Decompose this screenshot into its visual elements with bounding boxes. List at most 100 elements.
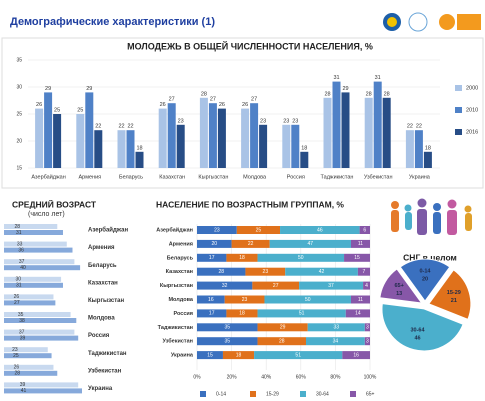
data-label: 22 (127, 124, 133, 130)
chart-title: СРЕДНИЙ ВОЗРАСТ (12, 198, 97, 209)
chart-frame (1, 37, 484, 189)
data-label: 35 (18, 312, 24, 318)
legend-swatch (300, 391, 306, 397)
data-label: 18 (239, 255, 245, 261)
data-label: 26 (219, 102, 225, 108)
category-label: Казахстан (166, 269, 193, 275)
bar (373, 81, 382, 168)
x-tick-label: 60% (296, 374, 307, 380)
data-label: 23 (12, 347, 18, 353)
bar (176, 124, 185, 168)
category-label: Казахстан (88, 280, 118, 286)
bar (217, 108, 226, 168)
bar-segment (257, 253, 345, 262)
legend-label: 2000 (466, 85, 478, 91)
bar (250, 103, 259, 168)
bar-segment (280, 226, 360, 234)
y-tick-label: 30 (16, 84, 22, 90)
bar (4, 241, 67, 247)
data-label: 33 (333, 325, 339, 331)
bar-segment (226, 253, 258, 262)
data-label: 39 (20, 335, 26, 341)
legend-swatch (250, 391, 256, 397)
bar (85, 92, 94, 168)
data-label: 26 (36, 102, 42, 108)
data-label: 47 (308, 241, 314, 247)
data-label: 30 (15, 277, 21, 283)
x-tick-label: Украина (409, 174, 431, 180)
bar (4, 388, 82, 394)
bar-segment (197, 267, 246, 276)
bar (76, 114, 85, 168)
data-label: 27 (14, 300, 20, 306)
category-label: Узбекистан (163, 338, 193, 345)
bar-segment (364, 337, 370, 346)
bar (4, 364, 54, 370)
chart-title: СНГ в целом (403, 252, 457, 262)
bar (241, 108, 250, 168)
data-label: 22 (416, 124, 422, 130)
bar-segment (252, 281, 300, 290)
data-label: 28 (15, 224, 21, 230)
data-label: 26 (160, 102, 166, 108)
slice-category: 0-14 (419, 268, 431, 274)
data-label: 17 (209, 255, 215, 261)
data-label: 51 (295, 352, 301, 358)
data-label: 33 (17, 241, 23, 247)
category-label: Украина (171, 353, 194, 359)
data-label: 23 (260, 118, 266, 124)
data-label: 36 (18, 247, 24, 253)
data-label: 26 (14, 365, 20, 371)
category-label: Армения (88, 245, 115, 251)
bar (4, 230, 63, 235)
pie-slice (428, 269, 472, 320)
legend-swatch (455, 85, 462, 91)
bar-segment (364, 323, 370, 332)
data-label: 37 (328, 283, 334, 289)
x-tick-label: Таджикистан (321, 174, 354, 180)
bar-segment (197, 337, 258, 346)
bar (4, 224, 58, 229)
slice-category: 65+ (394, 283, 403, 289)
data-label: 28 (201, 91, 207, 97)
bar (341, 92, 350, 168)
data-label: 23 (283, 118, 289, 124)
data-label: 15 (354, 255, 360, 261)
bar (4, 353, 52, 359)
bar (423, 151, 432, 168)
y-tick-label: 35 (16, 57, 22, 63)
bar-segment (197, 239, 232, 248)
legend-label: 15-29 (266, 391, 279, 397)
bar-segment (264, 295, 351, 304)
bar (4, 347, 48, 353)
bar (126, 130, 135, 168)
bar (4, 329, 75, 335)
bar (382, 97, 391, 168)
bar (4, 382, 79, 388)
bar (53, 114, 62, 168)
category-label: Беларусь (167, 255, 194, 261)
data-label: 40 (20, 265, 26, 271)
x-tick-label: 80% (330, 374, 341, 380)
category-label: Россия (88, 333, 110, 339)
data-label: 31 (375, 75, 381, 81)
bar (208, 103, 217, 168)
pie-slice (381, 303, 464, 352)
data-label: 18 (301, 145, 307, 151)
data-label: 38 (19, 318, 25, 324)
data-label: 25 (256, 227, 262, 233)
pie-slice (399, 258, 451, 302)
data-label: 14 (355, 311, 361, 317)
slice-category: 15-29 (447, 290, 461, 296)
data-label: 28 (15, 371, 21, 377)
data-label: 25 (77, 107, 83, 113)
category-label: Азербайджан (88, 227, 128, 234)
data-label: 7 (363, 269, 366, 275)
x-tick-label: 20% (227, 374, 238, 380)
data-label: 16 (353, 352, 359, 358)
data-label: 50 (305, 297, 311, 303)
bar (135, 151, 144, 168)
slice-category: 30-64 (410, 328, 425, 334)
bar (4, 318, 77, 323)
bar (364, 97, 373, 168)
